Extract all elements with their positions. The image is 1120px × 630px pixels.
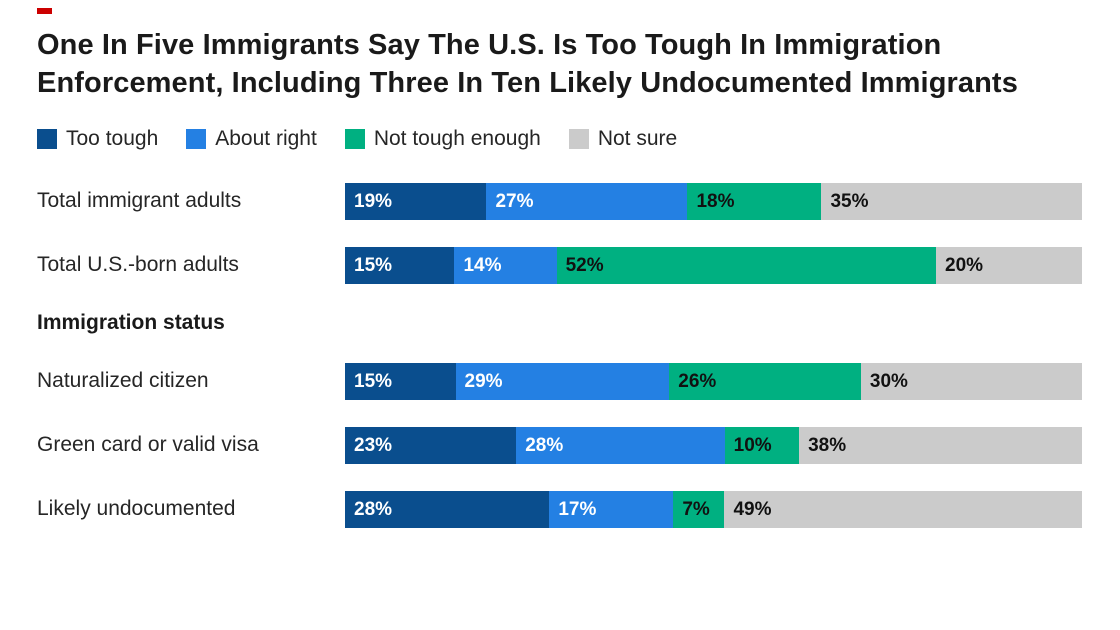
segment-value-label: 20% — [945, 254, 984, 276]
row-label: Likely undocumented — [37, 497, 236, 521]
segment-value-label: 27% — [495, 190, 534, 212]
segment-value-label: 29% — [464, 370, 503, 392]
bar-track: 15% 29% 26% 30% — [345, 362, 1082, 400]
row-label: Total U.S.-born adults — [37, 253, 239, 277]
bar-segment-too-tough: 28% — [345, 490, 550, 528]
bar-segment-not-tough-enough: 52% — [556, 246, 937, 284]
bar-segment-about-right: 28% — [516, 426, 725, 464]
legend-item-not-tough-enough: Not tough enough — [344, 126, 541, 151]
legend-item-about-right: About right — [186, 127, 317, 151]
legend-swatch-about-right — [186, 128, 207, 149]
bar-segment-not-sure: 35% — [821, 182, 1082, 220]
legend-swatch-not-sure — [568, 128, 589, 149]
bar-track: 19% 27% 18% 35% — [345, 182, 1082, 220]
segment-value-label: 17% — [558, 498, 597, 520]
segment-value-label: 10% — [733, 434, 772, 456]
segment-value-label: 52% — [565, 254, 604, 276]
segment-value-label: 28% — [354, 498, 393, 520]
segment-value-label: 38% — [808, 434, 847, 456]
bar-segment-too-tough: 23% — [345, 426, 517, 464]
segment-value-label: 18% — [696, 190, 735, 212]
bar-segment-too-tough: 15% — [345, 362, 456, 400]
bar-segment-about-right: 17% — [549, 490, 674, 528]
bar-row-total-u-s-born-adults: Total U.S.-born adults 15% 14% 52% 20% — [37, 246, 1082, 284]
bar-segment-not-tough-enough: 18% — [687, 182, 822, 220]
legend: Too tough About right Not tough enough Not … — [37, 127, 1082, 151]
legend-label: About right — [215, 126, 317, 150]
segment-value-label: 19% — [354, 190, 393, 212]
bar-segment-not-sure: 20% — [936, 246, 1082, 284]
bar-row-naturalized-citizen: Naturalized citizen 15% 29% 26% 30% — [37, 362, 1082, 400]
bar-row-green-card-or-valid-visa: Green card or valid visa 23% 28% 10% 38% — [37, 426, 1082, 464]
legend-item-too-tough: Too tough — [37, 127, 158, 151]
legend-label: Too tough — [66, 126, 159, 150]
segment-value-label: 14% — [463, 254, 502, 276]
row-label: Naturalized citizen — [37, 369, 209, 393]
bar-segment-not-sure: 49% — [724, 490, 1082, 528]
legend-item-not-sure: Not sure — [568, 126, 678, 151]
bar-segment-not-tough-enough: 10% — [724, 426, 800, 464]
segment-value-label: 26% — [678, 370, 717, 392]
bar-segment-not-tough-enough: 7% — [673, 490, 725, 528]
bar-row-total-immigrant-adults: Total immigrant adults 19% 27% 18% 35% — [37, 182, 1082, 220]
legend-swatch-not-tough-enough — [344, 128, 365, 149]
legend-swatch-too-tough — [37, 128, 57, 149]
row-label: Green card or valid visa — [37, 433, 259, 457]
segment-value-label: 15% — [354, 370, 393, 392]
bar-track: 23% 28% 10% 38% — [345, 426, 1082, 464]
segment-value-label: 7% — [682, 498, 710, 520]
bar-segment-not-tough-enough: 26% — [669, 362, 861, 400]
row-label: Total immigrant adults — [37, 189, 242, 213]
segment-value-label: 28% — [525, 434, 564, 456]
chart-title: One In Five Immigrants Say The U.S. Is T… — [37, 29, 1018, 100]
segment-value-label: 35% — [830, 190, 869, 212]
segment-value-label: 30% — [869, 370, 908, 392]
section-header-immigration-status: Immigration status — [37, 310, 225, 334]
stacked-bar-chart: Total immigrant adults 19% 27% 18% 35% Total … — [37, 182, 1082, 528]
bar-segment-about-right: 29% — [455, 362, 670, 400]
red-accent-mark — [37, 8, 52, 14]
bar-track: 15% 14% 52% 20% — [345, 246, 1082, 284]
bar-segment-not-sure: 30% — [860, 362, 1082, 400]
segment-value-label: 15% — [354, 254, 393, 276]
bar-segment-about-right: 14% — [454, 246, 557, 284]
bar-segment-too-tough: 15% — [345, 246, 455, 284]
bar-row-likely-undocumented: Likely undocumented 28% 17% 7% 49% — [37, 490, 1082, 528]
legend-label: Not sure — [597, 126, 678, 150]
legend-label: Not tough enough — [373, 126, 541, 150]
segment-value-label: 23% — [354, 434, 393, 456]
segment-value-label: 49% — [733, 498, 772, 520]
bar-track: 28% 17% 7% 49% — [345, 490, 1082, 528]
bar-segment-not-sure: 38% — [799, 426, 1082, 464]
bar-segment-about-right: 27% — [486, 182, 688, 220]
bar-segment-too-tough: 19% — [345, 182, 487, 220]
